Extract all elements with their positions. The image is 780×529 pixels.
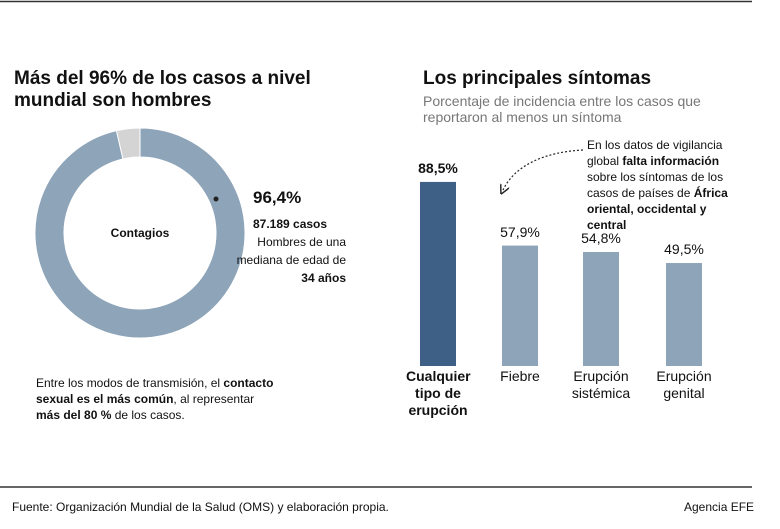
- text-run: 87.189 casos: [253, 217, 328, 231]
- text-run: de los casos.: [111, 408, 185, 422]
- center-label: Contagios: [110, 226, 170, 240]
- value-label: 96,4%: [253, 188, 302, 207]
- value-label: 49,5%: [664, 241, 704, 258]
- source: Fuente: Organización Mundial de la Salud…: [12, 500, 389, 514]
- credit: Agencia EFE: [684, 500, 755, 514]
- chart-title: Los principales síntomas: [423, 68, 652, 89]
- value-label: 88,5%: [418, 159, 458, 176]
- category-label: Erupción genital: [656, 368, 712, 401]
- bar: [502, 245, 538, 366]
- text-run: falta información: [622, 154, 720, 168]
- category-label: Cualquier tipo de erupción: [406, 368, 471, 418]
- chart-title: Más del 96% de los casos a nivel mundial…: [14, 68, 311, 111]
- value-label: 54,8%: [581, 230, 621, 247]
- donut-segment: [34, 127, 246, 339]
- text-run: sobre los síntomas de los casos de paíse…: [587, 170, 724, 200]
- text-run: contacto sexual es el más común: [36, 376, 274, 406]
- donut-segment: [115, 127, 141, 160]
- text-run: 34 años: [301, 271, 346, 285]
- annotation-line: 87.189 casos: [236, 215, 346, 233]
- annotation-line: Hombres de una mediana de edad de 34 año…: [236, 233, 346, 287]
- text-run: Hombres de una mediana de edad de: [236, 235, 346, 267]
- annotation-arrow: [503, 149, 584, 190]
- bar: [666, 263, 702, 366]
- text-run: , al representar: [173, 392, 255, 406]
- text-run: En los datos de vigilancia global: [587, 138, 723, 168]
- value-label: 57,9%: [500, 223, 540, 240]
- category-label: Erupción sistémica: [571, 368, 631, 401]
- callout-dot: [213, 196, 219, 202]
- bar: [583, 252, 619, 366]
- text-run: África oriental, occidental y central: [587, 186, 728, 232]
- annotation: 87.189 casos Hombres de una mediana de ed…: [236, 215, 346, 287]
- text-run: Entre los modos de transmisión, el: [36, 376, 224, 390]
- note: Entre los modos de transmisión, el conta…: [36, 375, 274, 423]
- annotation: En los datos de vigilancia global falta …: [587, 137, 747, 233]
- bar: [420, 181, 456, 366]
- chart-subtitle: Porcentaje de incidencia entre los casos…: [423, 93, 701, 125]
- text-run: más del 80 %: [36, 408, 112, 422]
- category-label: Fiebre: [500, 368, 540, 384]
